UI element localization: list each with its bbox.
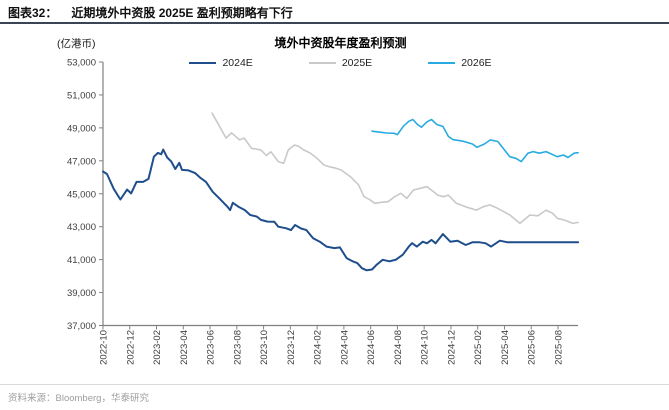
y-tick-label: 45,000 xyxy=(67,189,96,200)
x-tick-label: 2024-02 xyxy=(313,330,324,365)
legend-line-2026e-icon xyxy=(428,62,456,64)
figure-title: 近期境外中资股 2025E 盈利预期略有下行 xyxy=(71,6,293,20)
y-tick-label: 43,000 xyxy=(67,222,96,233)
series-line-2026e xyxy=(371,118,579,163)
x-tick-label: 2025-02 xyxy=(473,330,484,365)
x-tick-label: 2025-04 xyxy=(500,330,511,365)
source-note-row: 资料来源：Bloomberg，华泰研究 xyxy=(0,384,669,404)
legend-item-2026e: 2026E xyxy=(428,57,492,69)
legend: 2024E 2025E 2026E xyxy=(103,55,578,71)
y-tick-label: 41,000 xyxy=(67,255,96,266)
chart-title: 境外中资股年度盈利预测 xyxy=(274,36,407,50)
legend-line-2025e-icon xyxy=(308,62,336,64)
x-tick-label: 2023-04 xyxy=(179,330,190,365)
x-tick-label: 2023-06 xyxy=(206,330,217,365)
y-axis-unit-label: (亿港币) xyxy=(57,38,96,50)
x-tick-label: 2024-06 xyxy=(366,330,377,365)
legend-item-2025e: 2025E xyxy=(308,57,373,69)
legend-item-2024e: 2024E xyxy=(189,57,253,69)
x-tick-label: 2025-06 xyxy=(527,330,538,365)
figure-number: 图表32： xyxy=(8,6,58,20)
legend-label-2024e: 2024E xyxy=(222,57,253,69)
x-tick-label: 2024-12 xyxy=(446,330,457,365)
x-tick-label: 2025-08 xyxy=(554,330,565,365)
y-tick-label: 51,000 xyxy=(67,90,96,101)
axes: 37,000 39,000 41,000 43,000 45,000 47,000 49,0… xyxy=(67,58,578,365)
series-line-2025e xyxy=(211,112,579,225)
x-tick-label: 2023-12 xyxy=(286,330,297,365)
x-tick-label: 2023-08 xyxy=(232,330,243,365)
x-tick-label: 2022-12 xyxy=(125,330,136,365)
x-tick-label: 2024-04 xyxy=(339,330,350,365)
figure-caption-text: 图表32： 近期境外中资股 2025E 盈利预期略有下行 xyxy=(8,4,293,21)
y-tick-label: 47,000 xyxy=(67,156,96,167)
y-tick-label: 39,000 xyxy=(67,288,96,299)
legend-label-2025e: 2025E xyxy=(341,57,373,69)
x-tick-label: 2024-10 xyxy=(420,330,431,365)
legend-label-2026e: 2026E xyxy=(461,57,492,69)
x-tick-label: 2023-02 xyxy=(152,330,163,365)
y-tick-label: 53,000 xyxy=(67,58,96,69)
y-tick-label: 37,000 xyxy=(67,321,96,332)
x-tick-label: 2023-10 xyxy=(259,330,270,365)
x-tick-label: 2024-08 xyxy=(393,330,404,365)
series-line-2024e xyxy=(102,148,580,272)
x-tick-label: 2022-10 xyxy=(99,330,110,365)
source-note: 资料来源：Bloomberg，华泰研究 xyxy=(8,393,149,404)
y-tick-label: 49,000 xyxy=(67,123,96,134)
legend-line-2024e-icon xyxy=(189,62,217,64)
figure-caption: 图表32： 近期境外中资股 2025E 盈利预期略有下行 xyxy=(0,0,669,24)
